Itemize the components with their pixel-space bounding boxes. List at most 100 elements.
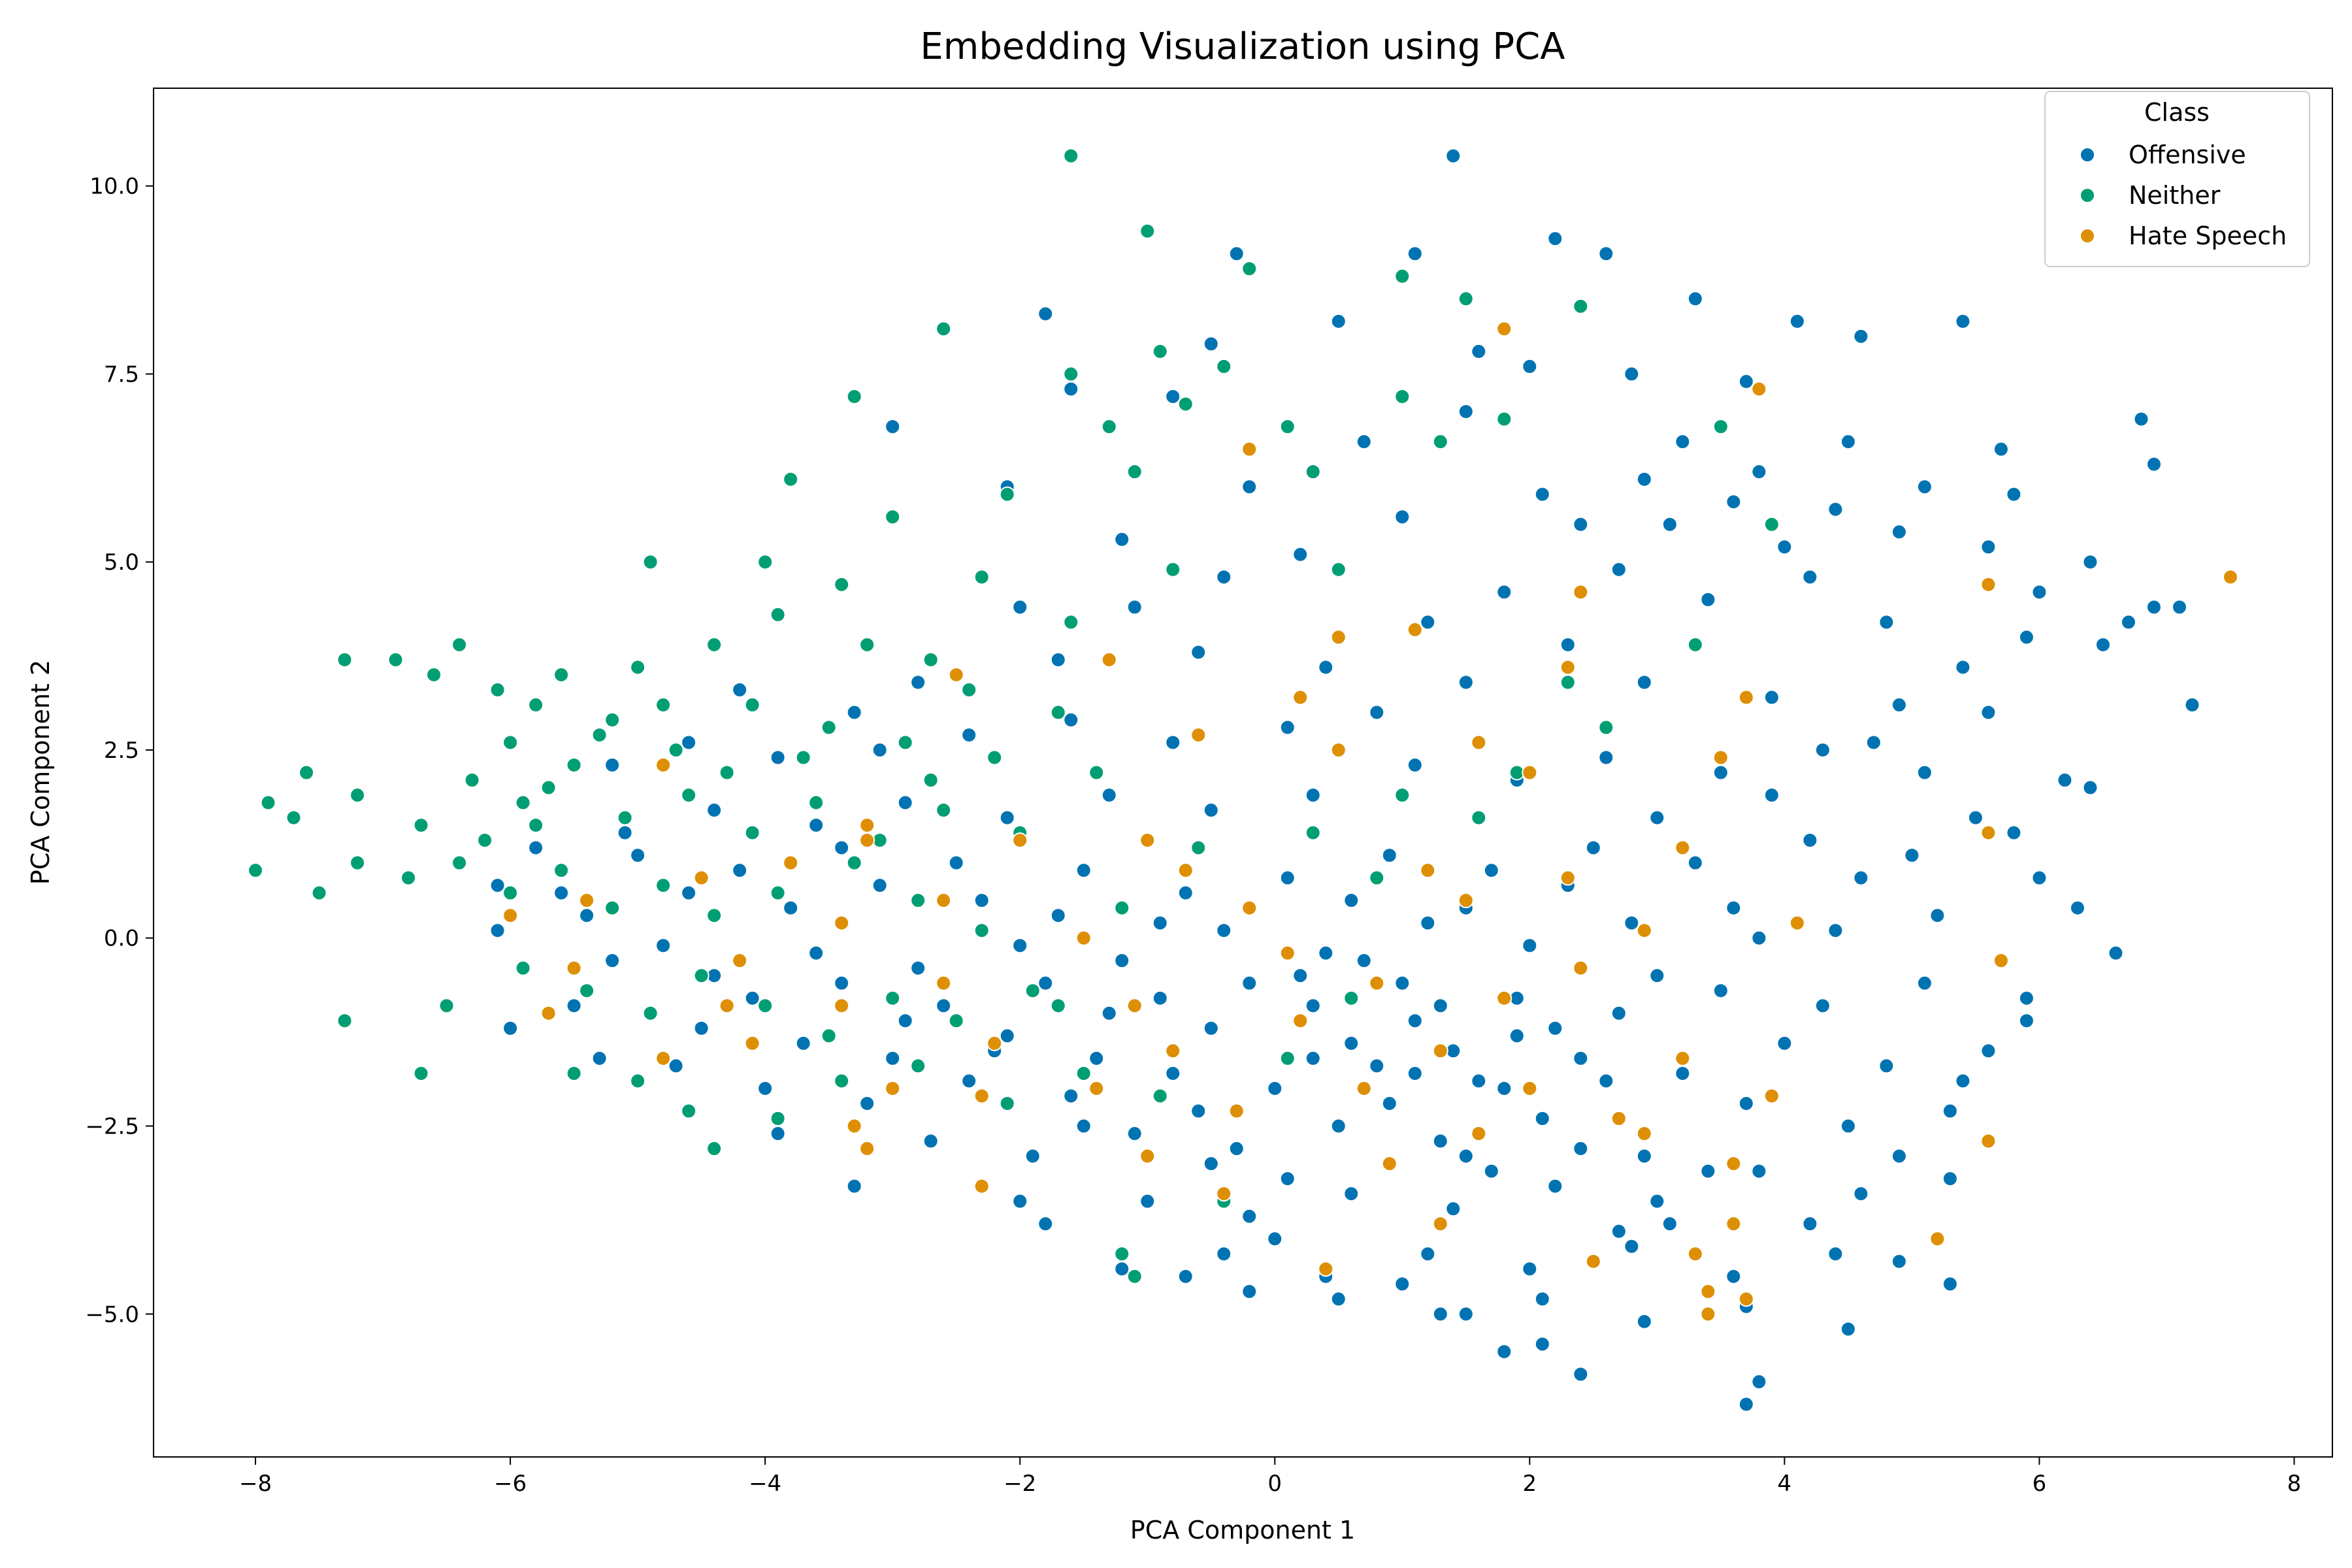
data-point: [1522, 1261, 1538, 1277]
data-point: [693, 1020, 710, 1036]
data-point: [1560, 659, 1576, 676]
data-point: [1165, 388, 1181, 404]
legend-marker: [2080, 228, 2095, 244]
data-point: [528, 840, 544, 856]
y-tick-label: −5.0: [85, 1301, 139, 1328]
data-point: [1369, 870, 1385, 886]
data-point: [1432, 1043, 1448, 1059]
data-point: [706, 907, 723, 924]
data-point: [1751, 930, 1767, 946]
data-point: [770, 749, 786, 766]
data-point: [1610, 1005, 1627, 1021]
data-point: [1165, 561, 1181, 578]
data-point: [1751, 381, 1767, 397]
data-point: [1177, 1268, 1194, 1284]
data-point: [2006, 825, 2022, 841]
data-point: [1980, 825, 1997, 841]
data-point: [2171, 599, 2187, 615]
data-point: [948, 1013, 964, 1029]
data-point: [553, 862, 570, 879]
data-point: [770, 1111, 786, 1127]
data-point: [1763, 1088, 1780, 1104]
data-point: [1891, 1148, 1907, 1164]
data-point: [1203, 336, 1219, 352]
data-point: [553, 666, 570, 683]
data-point: [400, 870, 417, 886]
data-point: [604, 953, 621, 969]
data-point: [438, 998, 455, 1014]
data-point: [1114, 900, 1130, 916]
data-point: [451, 855, 468, 871]
legend-entries: Offensive Neither Hate Speech: [2080, 140, 2287, 250]
data-point: [1573, 960, 1589, 976]
data-point: [1279, 719, 1296, 736]
data-point: [706, 636, 723, 653]
data-point: [1088, 1080, 1105, 1096]
data-point: [1483, 1163, 1499, 1179]
x-tick-label: 0: [1267, 1471, 1282, 1497]
data-point: [1942, 1276, 1958, 1292]
data-point: [579, 892, 595, 909]
data-point: [1789, 313, 1805, 329]
data-point: [1318, 659, 1334, 676]
data-point: [1942, 1103, 1958, 1119]
legend: Class Offensive Neither Hate Speech: [2044, 91, 2310, 267]
data-point: [1037, 306, 1054, 322]
data-point: [1636, 923, 1652, 939]
data-point: [1955, 1073, 1971, 1089]
data-point: [591, 727, 608, 743]
data-point: [2082, 779, 2099, 796]
data-point: [1814, 742, 1831, 758]
data-point: [1292, 546, 1309, 563]
data-point: [1955, 313, 1971, 329]
data-point: [1687, 1246, 1703, 1262]
data-point: [1318, 945, 1334, 961]
data-point: [936, 975, 952, 991]
data-point: [1534, 1291, 1550, 1307]
legend-marker: [2080, 188, 2095, 203]
data-point: [413, 817, 429, 834]
data-point: [1203, 1156, 1219, 1172]
data-point: [973, 569, 990, 585]
data-point: [1878, 1058, 1895, 1074]
data-point: [1598, 1073, 1614, 1089]
data-point: [1165, 734, 1181, 751]
data-point: [1177, 396, 1194, 412]
legend-box: [2044, 91, 2310, 267]
data-point: [1610, 561, 1627, 578]
data-point: [834, 1073, 850, 1089]
data-point: [1432, 1216, 1448, 1232]
data-point: [1292, 689, 1309, 706]
x-tick-label: −6: [494, 1471, 527, 1497]
data-point: [821, 1028, 837, 1044]
data-point: [528, 696, 544, 713]
data-point: [1878, 614, 1895, 630]
data-point: [923, 651, 939, 668]
data-point: [1980, 1133, 1997, 1149]
data-point: [655, 696, 672, 713]
x-tick-label: 6: [2033, 1471, 2047, 1497]
data-point: [795, 1035, 811, 1051]
data-point: [987, 749, 1003, 766]
data-point: [655, 938, 672, 954]
data-point: [477, 832, 493, 849]
data-point: [413, 1065, 429, 1081]
data-point: [1267, 1231, 1283, 1247]
data-point: [1394, 268, 1411, 284]
data-point: [1955, 659, 1971, 676]
data-point: [1165, 1065, 1181, 1081]
data-point: [350, 855, 366, 871]
data-point: [1407, 1013, 1423, 1029]
data-point: [1024, 983, 1041, 999]
data-point: [2146, 599, 2162, 615]
data-point: [1802, 832, 1818, 849]
data-point: [1751, 1373, 1767, 1390]
y-tick-label: 10.0: [90, 174, 139, 200]
data-point: [2069, 900, 2085, 916]
data-point: [311, 885, 327, 901]
data-point: [502, 1020, 519, 1036]
data-point: [1573, 1141, 1589, 1157]
data-point: [1330, 561, 1347, 578]
data-point: [1674, 840, 1691, 856]
